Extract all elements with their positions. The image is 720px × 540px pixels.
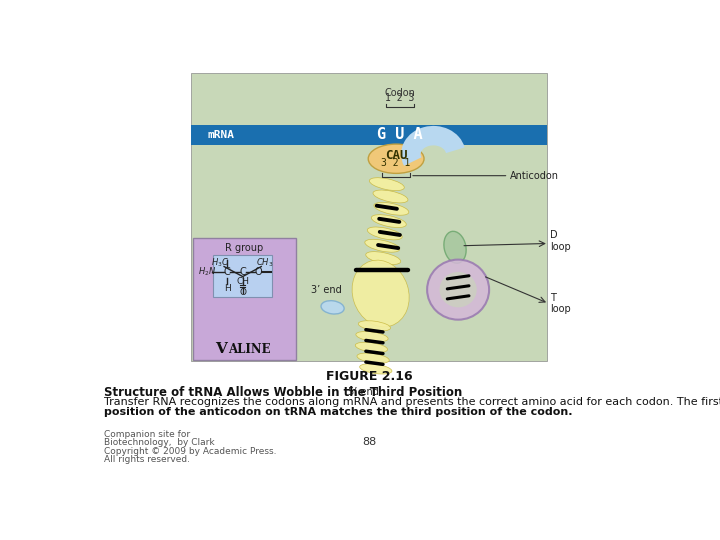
Ellipse shape: [356, 332, 388, 342]
Ellipse shape: [355, 342, 387, 353]
Text: $H_2N$: $H_2N$: [198, 266, 216, 278]
Text: Transfer RNA recognizes the codons along mRNA and presents the correct amino aci: Transfer RNA recognizes the codons along…: [104, 397, 720, 408]
Text: 5’ end: 5’ end: [348, 387, 379, 397]
Text: C: C: [239, 267, 246, 277]
Ellipse shape: [368, 144, 424, 173]
Ellipse shape: [367, 227, 402, 240]
Ellipse shape: [439, 272, 477, 307]
Ellipse shape: [444, 231, 466, 264]
Text: Companion site for: Companion site for: [104, 430, 190, 439]
Ellipse shape: [374, 202, 409, 215]
Ellipse shape: [372, 215, 406, 227]
Text: ALINE: ALINE: [228, 343, 271, 356]
Ellipse shape: [357, 353, 390, 363]
Text: mRNA: mRNA: [208, 130, 235, 140]
Ellipse shape: [359, 321, 390, 331]
Text: O: O: [239, 288, 246, 297]
Ellipse shape: [366, 252, 401, 265]
Text: CAU: CAU: [385, 149, 408, 162]
Text: 3’ end: 3’ end: [311, 285, 342, 295]
Text: FIGURE 2.16: FIGURE 2.16: [325, 370, 413, 383]
Text: H: H: [224, 285, 230, 293]
Ellipse shape: [352, 260, 409, 327]
Bar: [191, 125, 547, 145]
Ellipse shape: [373, 190, 408, 203]
Text: C: C: [224, 267, 230, 277]
Bar: [213, 255, 272, 296]
Text: Copyright © 2009 by Academic Press.: Copyright © 2009 by Academic Press.: [104, 447, 276, 456]
Ellipse shape: [369, 178, 405, 191]
Text: T
loop: T loop: [550, 293, 571, 314]
Ellipse shape: [360, 364, 392, 374]
Text: CH: CH: [236, 278, 249, 286]
Text: O: O: [254, 267, 262, 277]
Text: position of the anticodon on tRNA matches the third position of the codon.: position of the anticodon on tRNA matche…: [104, 408, 572, 417]
Text: 3 2 1: 3 2 1: [382, 158, 411, 168]
Text: All rights reserved.: All rights reserved.: [104, 455, 190, 464]
Text: G U A: G U A: [377, 127, 423, 143]
Text: Anticodon: Anticodon: [510, 171, 559, 181]
Text: V: V: [215, 342, 228, 356]
Text: $H_3C$: $H_3C$: [211, 256, 229, 269]
Ellipse shape: [427, 260, 489, 320]
Ellipse shape: [365, 239, 400, 252]
Bar: [193, 238, 296, 360]
Ellipse shape: [321, 301, 344, 314]
Text: $CH_3$: $CH_3$: [256, 256, 274, 269]
Text: 1 2 3: 1 2 3: [385, 93, 415, 103]
Text: Codon: Codon: [384, 88, 415, 98]
Text: D
loop: D loop: [550, 231, 571, 252]
Bar: [191, 72, 547, 361]
Text: Structure of tRNA Allows Wobble in the Third Position: Structure of tRNA Allows Wobble in the T…: [104, 386, 462, 399]
Text: R group: R group: [225, 244, 264, 253]
Text: 88: 88: [362, 437, 376, 448]
Text: Biotechnology,  by Clark: Biotechnology, by Clark: [104, 438, 215, 447]
